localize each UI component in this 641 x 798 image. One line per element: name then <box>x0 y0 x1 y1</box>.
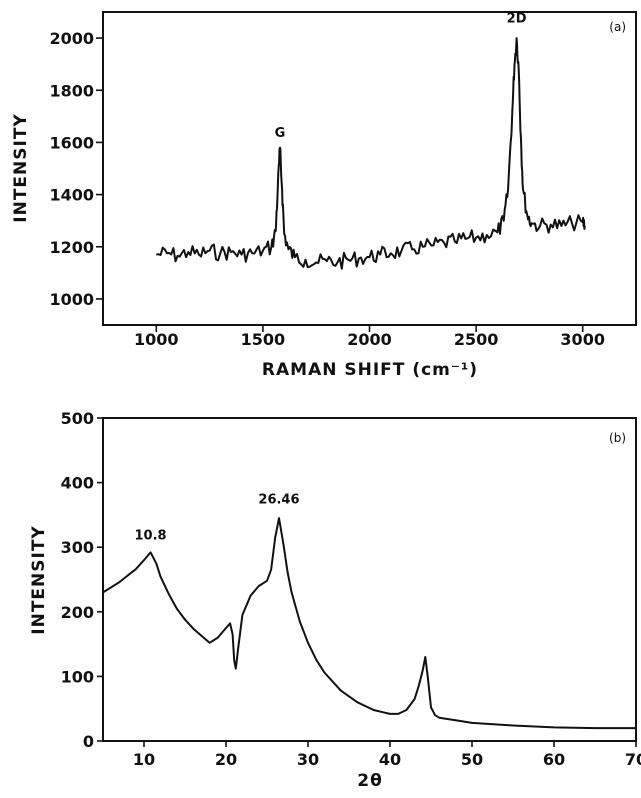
xrd-y-axis-title: INTENSITY <box>29 525 49 634</box>
xrd-pattern-line <box>102 517 636 730</box>
raman-peak-labels: G 2D <box>275 11 527 141</box>
raman-spectrum-line <box>156 37 586 270</box>
y-tick-label: 200 <box>61 603 94 622</box>
y-tick-label: 1800 <box>49 81 94 100</box>
x-tick-label: 20 <box>215 750 237 769</box>
xrd-panel: (b) 10 20 30 40 50 60 70 0 100 200 300 400 500 10.8… <box>29 409 641 791</box>
x-tick-label: 3000 <box>560 330 605 349</box>
raman-plot-frame <box>102 11 637 326</box>
raman-panel-tag: (a) <box>609 20 626 34</box>
x-tick-label: 1500 <box>241 330 286 349</box>
peak-label: 2D <box>507 11 527 26</box>
peak-label: G <box>275 126 286 141</box>
y-tick-label: 100 <box>61 667 94 686</box>
y-tick-label: 1400 <box>49 186 94 205</box>
xrd-y-ticks: 0 100 200 300 400 500 <box>61 409 103 751</box>
x-tick-label: 1000 <box>134 330 179 349</box>
raman-x-axis-title: RAMAN SHIFT (cm⁻¹) <box>262 360 478 380</box>
xrd-x-ticks: 10 20 30 40 50 60 70 <box>133 741 641 769</box>
y-tick-label: 1600 <box>49 133 94 152</box>
x-tick-label: 2500 <box>454 330 499 349</box>
y-tick-label: 1200 <box>49 238 94 257</box>
xrd-peak-labels: 10.8 26.46 <box>135 492 300 543</box>
x-tick-label: 30 <box>297 750 319 769</box>
y-tick-label: 500 <box>61 409 94 428</box>
raman-y-axis-title: INTENSITY <box>11 113 31 222</box>
x-tick-label: 2000 <box>347 330 392 349</box>
y-tick-label: 2000 <box>49 29 94 48</box>
xrd-x-axis-title: 2θ <box>357 771 383 791</box>
xrd-panel-tag: (b) <box>609 431 626 445</box>
peak-label: 10.8 <box>135 528 167 543</box>
x-tick-label: 50 <box>461 750 483 769</box>
x-tick-label: 10 <box>133 750 155 769</box>
raman-y-ticks: 1000 1200 1400 1600 1800 2000 <box>49 29 103 309</box>
y-tick-label: 400 <box>61 474 94 493</box>
y-tick-label: 1000 <box>49 290 94 309</box>
xrd-plot-frame <box>102 417 637 742</box>
x-tick-label: 70 <box>625 750 641 769</box>
x-tick-label: 40 <box>379 750 401 769</box>
x-tick-label: 60 <box>543 750 565 769</box>
raman-x-ticks: 1000 1500 2000 2500 3000 <box>134 325 605 349</box>
peak-label: 26.46 <box>258 492 299 507</box>
y-tick-label: 300 <box>61 538 94 557</box>
raman-panel: (a) 1000 1500 2000 2500 3000 1000 1200 1400 160… <box>11 11 637 380</box>
y-tick-label: 0 <box>83 732 94 751</box>
